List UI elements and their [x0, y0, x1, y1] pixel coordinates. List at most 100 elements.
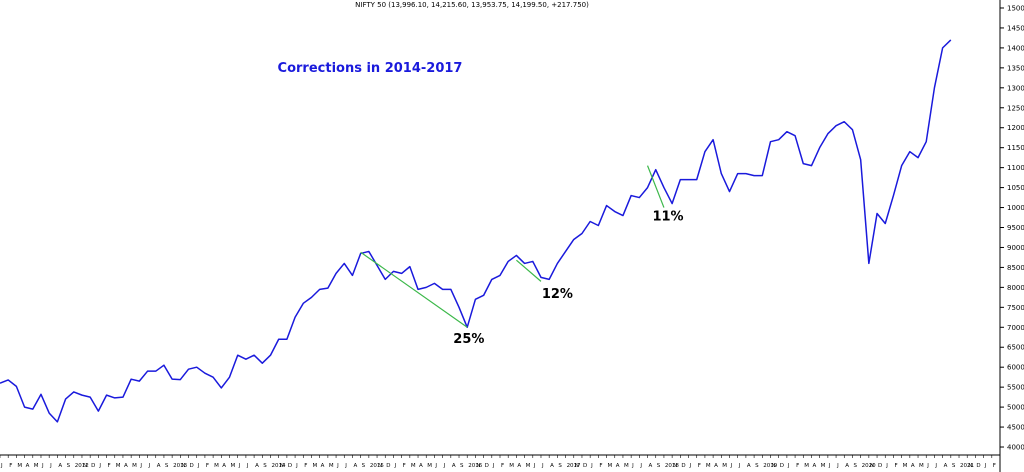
x-month-label: N: [280, 463, 284, 469]
x-year-label: 2019: [763, 463, 777, 469]
x-month-label: A: [58, 463, 62, 469]
x-month-label: M: [132, 463, 137, 469]
x-year-label: 2020: [862, 463, 876, 469]
x-month-label: S: [558, 463, 562, 469]
y-tick-label: 7000: [1007, 324, 1024, 332]
trendline-layer: [360, 165, 665, 328]
x-month-label: M: [624, 463, 629, 469]
x-month-label: M: [526, 463, 531, 469]
x-month-label: M: [821, 463, 826, 469]
x-month-label: A: [452, 463, 456, 469]
x-month-label: J: [0, 463, 3, 469]
x-month-label: M: [509, 463, 514, 469]
x-month-label: S: [165, 463, 169, 469]
x-month-label: A: [157, 463, 161, 469]
x-month-label: M: [116, 463, 121, 469]
x-month-label: M: [34, 463, 39, 469]
x-month-label: N: [870, 463, 874, 469]
x-month-label: J: [984, 463, 987, 469]
x-month-label: N: [476, 463, 480, 469]
x-month-label: A: [353, 463, 357, 469]
x-month-label: A: [222, 463, 226, 469]
x-month-label: M: [804, 463, 809, 469]
x-month-label: A: [944, 463, 948, 469]
x-month-label: F: [403, 463, 406, 469]
x-month-label: J: [238, 463, 241, 469]
x-month-label: S: [460, 463, 464, 469]
x-month-label: J: [836, 463, 839, 469]
x-month-label: S: [657, 463, 661, 469]
x-month-label: F: [206, 463, 209, 469]
x-month-label: J: [393, 463, 396, 469]
y-tick-label: 12000: [1007, 124, 1024, 132]
x-month-label: J: [434, 463, 437, 469]
chart-title: NIFTY 50 (13,996.10, 14,215.60, 13,953.7…: [355, 1, 589, 9]
x-month-label: D: [485, 463, 489, 469]
x-month-label: J: [197, 463, 200, 469]
x-month-label: D: [681, 463, 685, 469]
y-tick-label: 14500: [1007, 24, 1024, 32]
x-month-label: F: [993, 463, 996, 469]
y-tick-label: 13000: [1007, 84, 1024, 92]
x-month-label: N: [673, 463, 677, 469]
series-layer: [0, 39, 952, 423]
x-month-label: J: [492, 463, 495, 469]
y-tick-label: 8000: [1007, 284, 1024, 292]
x-year-label: 2017: [567, 463, 581, 469]
x-month-label: J: [533, 463, 536, 469]
annotation-1: 25%: [453, 332, 484, 347]
x-month-label: J: [828, 463, 831, 469]
x-month-label: A: [26, 463, 30, 469]
x-month-label: M: [312, 463, 317, 469]
x-year-label: 2018: [665, 463, 679, 469]
x-month-label: J: [885, 463, 888, 469]
x-month-label: A: [911, 463, 915, 469]
x-month-label: M: [231, 463, 236, 469]
chart-heading: Corrections in 2014-2017: [278, 61, 463, 76]
x-month-label: J: [541, 463, 544, 469]
x-month-label: M: [919, 463, 924, 469]
x-month-label: D: [190, 463, 194, 469]
x-month-label: A: [616, 463, 620, 469]
x-month-label: M: [329, 463, 334, 469]
y-tick-label: 4500: [1007, 424, 1024, 432]
x-year-label: 2013: [173, 463, 187, 469]
trendline-3: [646, 165, 665, 208]
y-tick-label: 15000: [1007, 4, 1024, 12]
x-month-label: M: [608, 463, 613, 469]
x-month-label: J: [139, 463, 142, 469]
x-month-label: F: [698, 463, 701, 469]
x-month-label: A: [550, 463, 554, 469]
x-month-label: J: [41, 463, 44, 469]
x-month-label: J: [730, 463, 733, 469]
x-month-label: F: [304, 463, 307, 469]
x-month-label: A: [419, 463, 423, 469]
x-month-label: S: [67, 463, 71, 469]
x-month-label: N: [968, 463, 972, 469]
x-month-label: J: [590, 463, 593, 469]
x-year-label: 2012: [75, 463, 89, 469]
y-tick-label: 8500: [1007, 264, 1024, 272]
x-month-label: J: [443, 463, 446, 469]
x-month-label: N: [771, 463, 775, 469]
x-month-label: M: [411, 463, 416, 469]
y-tick-label: 12500: [1007, 104, 1024, 112]
y-tick-label: 10000: [1007, 204, 1024, 212]
x-month-label: M: [722, 463, 727, 469]
y-tick-label: 5000: [1007, 404, 1024, 412]
x-year-label: 2015: [370, 463, 384, 469]
x-month-label: A: [255, 463, 259, 469]
x-month-label: M: [706, 463, 711, 469]
x-month-label: F: [599, 463, 602, 469]
x-month-label: A: [714, 463, 718, 469]
y-tick-label: 6000: [1007, 364, 1024, 372]
x-month-label: F: [9, 463, 12, 469]
y-tick-label: 11000: [1007, 164, 1024, 172]
trendline-1: [360, 251, 468, 328]
y-tick-label: 6500: [1007, 344, 1024, 352]
x-month-label: A: [812, 463, 816, 469]
x-month-label: M: [214, 463, 219, 469]
x-month-label: J: [336, 463, 339, 469]
